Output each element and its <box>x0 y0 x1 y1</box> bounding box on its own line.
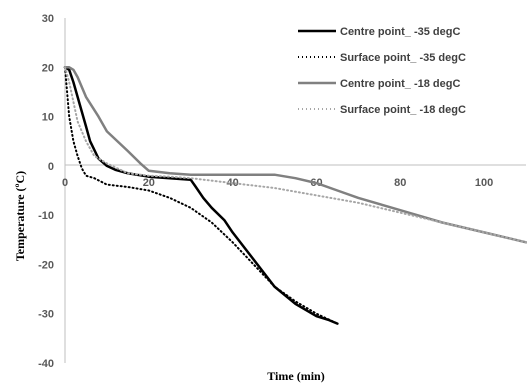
series-line-3 <box>63 66 527 244</box>
y-tick-label: 10 <box>42 112 54 124</box>
y-axis-title: Temperature (ºC) <box>13 171 27 261</box>
legend-label-4: Surface point_ -18 degC <box>340 104 466 116</box>
series-lines <box>63 66 527 325</box>
y-tick-label: 20 <box>42 62 54 74</box>
axes <box>64 18 526 363</box>
y-tick-label: -30 <box>38 309 54 321</box>
y-tick-label: -40 <box>38 358 54 370</box>
x-tick-label: 100 <box>475 177 493 189</box>
x-tick-label: 0 <box>62 177 68 189</box>
x-tick-label: 20 <box>143 177 155 189</box>
x-axis-title: Time (min) <box>267 369 324 383</box>
legend-label-1: Centre point_ -35 degC <box>340 26 460 38</box>
series-line-1 <box>63 66 339 325</box>
legend: Centre point_ -35 degC Surface point_ -35… <box>298 26 466 116</box>
y-tick-label: -20 <box>38 259 54 271</box>
y-tick-label: 30 <box>42 13 54 25</box>
legend-label-2: Surface point_ -35 degC <box>340 52 466 64</box>
x-tick-label: 80 <box>394 177 406 189</box>
legend-label-3: Centre point_ -18 degC <box>340 78 460 90</box>
series-line-4 <box>64 66 527 244</box>
y-tick-label: 0 <box>48 161 54 173</box>
y-tick-label: -10 <box>38 210 54 222</box>
series-line-2 <box>64 66 339 325</box>
